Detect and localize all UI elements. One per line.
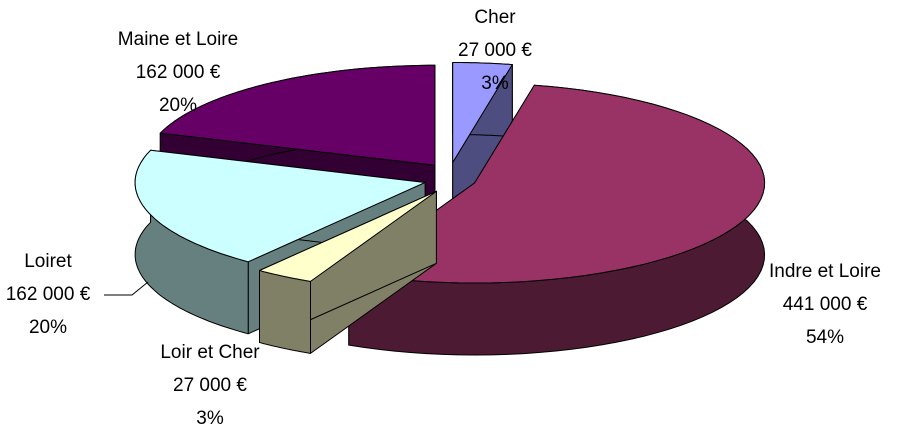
data-label-percent: 54%	[806, 327, 844, 348]
data-label-percent: 3%	[481, 73, 509, 94]
data-label-percent: 3%	[196, 408, 224, 426]
slice-wall	[259, 270, 311, 354]
leader-line	[104, 281, 149, 296]
data-label-name: Loiret	[24, 251, 72, 272]
data-label-name: Indre et Loire	[769, 261, 881, 282]
data-label-value: 27 000 €	[173, 375, 247, 396]
slice-top	[159, 64, 436, 166]
slice-top	[259, 190, 437, 282]
pie-slice	[259, 190, 437, 354]
data-label-value: 162 000 €	[6, 284, 91, 305]
slice-top	[134, 149, 426, 263]
slice-top	[452, 62, 513, 163]
data-label-value: 162 000 €	[136, 62, 221, 83]
data-label-name: Cher	[474, 7, 516, 28]
data-label-name: Loir et Cher	[160, 342, 260, 363]
data-label-percent: 20%	[159, 95, 197, 116]
data-label-value: 441 000 €	[783, 294, 868, 315]
data-label-name: Maine et Loire	[118, 29, 238, 50]
slice-top	[348, 84, 766, 284]
data-label-value: 27 000 €	[458, 40, 532, 61]
data-label-percent: 20%	[29, 317, 67, 338]
